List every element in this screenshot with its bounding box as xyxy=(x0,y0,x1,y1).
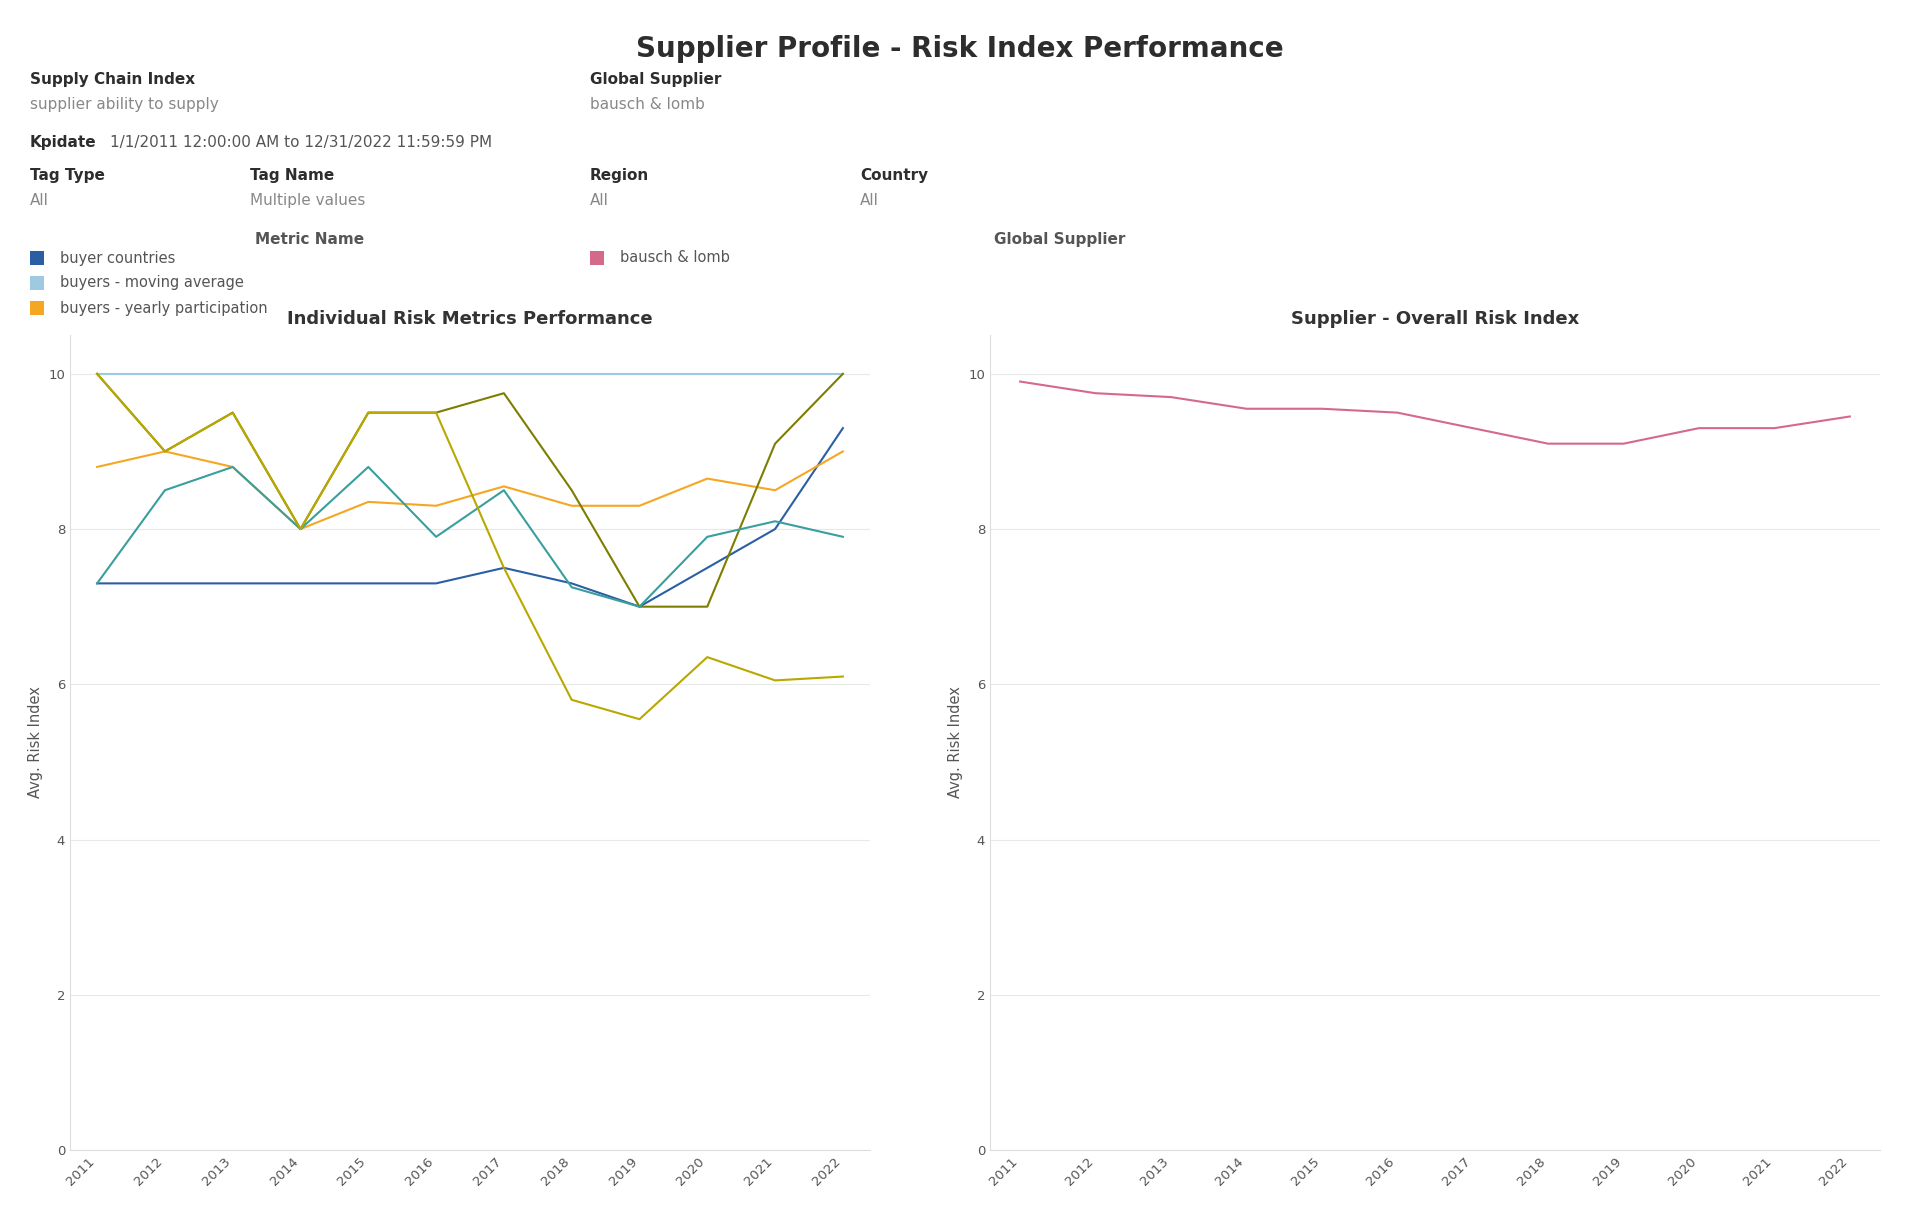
Text: All: All xyxy=(860,193,879,208)
Text: All: All xyxy=(589,193,609,208)
Text: buyer countries: buyer countries xyxy=(60,250,175,266)
Text: bausch & lomb: bausch & lomb xyxy=(620,250,730,266)
Y-axis label: Avg. Risk Index: Avg. Risk Index xyxy=(948,686,962,798)
Text: Tag Name: Tag Name xyxy=(250,168,334,183)
Title: Individual Risk Metrics Performance: Individual Risk Metrics Performance xyxy=(288,310,653,328)
Text: Metric Name: Metric Name xyxy=(255,232,365,247)
Text: Tag Type: Tag Type xyxy=(31,168,106,183)
Title: Supplier - Overall Risk Index: Supplier - Overall Risk Index xyxy=(1290,310,1578,328)
Text: 1/1/2011 12:00:00 AM to 12/31/2022 11:59:59 PM: 1/1/2011 12:00:00 AM to 12/31/2022 11:59… xyxy=(109,135,492,150)
Text: Supplier Profile - Risk Index Performance: Supplier Profile - Risk Index Performanc… xyxy=(636,35,1284,63)
Text: supplier ability to supply: supplier ability to supply xyxy=(31,98,219,112)
Text: Supply Chain Index: Supply Chain Index xyxy=(31,72,196,87)
Text: Multiple values: Multiple values xyxy=(250,193,365,208)
Text: Kpidate: Kpidate xyxy=(31,135,96,150)
Y-axis label: Avg. Risk Index: Avg. Risk Index xyxy=(27,686,42,798)
Text: Region: Region xyxy=(589,168,649,183)
Text: buyers - moving average: buyers - moving average xyxy=(60,275,244,290)
Text: All: All xyxy=(31,193,48,208)
Text: Global Supplier: Global Supplier xyxy=(995,232,1125,247)
Text: Global Supplier: Global Supplier xyxy=(589,72,722,87)
Text: bausch & lomb: bausch & lomb xyxy=(589,98,705,112)
Text: buyers - yearly participation: buyers - yearly participation xyxy=(60,301,267,316)
Text: Country: Country xyxy=(860,168,927,183)
